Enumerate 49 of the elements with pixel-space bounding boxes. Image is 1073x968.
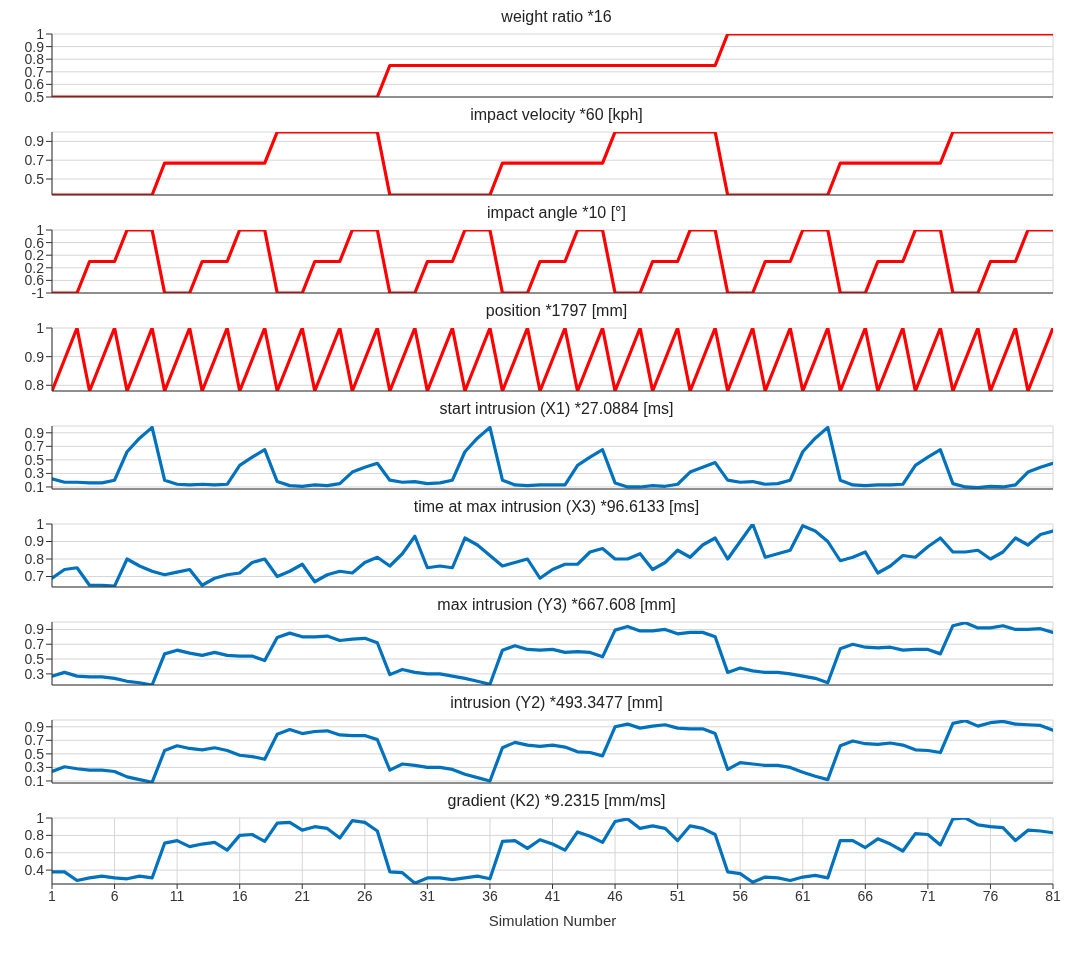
y-tick-label: 1 [36,809,45,826]
chart-title: position *1797 [mm] [484,302,629,320]
y-tick-label: 0.8 [24,550,45,567]
y-tick-label: 1 [36,319,45,336]
chart-title: max intrusion (Y3) *667.608 [mm] [436,596,677,614]
chart-title: gradient (K2) *9.2315 [mm/ms] [446,792,667,810]
y-tick-label: 0.5 [24,170,45,187]
y-tick-label: 0.9 [24,133,45,150]
x-tick-label: 71 [920,887,936,904]
line-series [52,524,1053,587]
y-tick-label: 0.7 [24,152,45,169]
x-tick-label: 26 [357,887,373,904]
x-tick-label: 76 [982,887,999,904]
x-tick-label: 31 [419,887,436,904]
y-tick-label: 0.4 [24,862,45,879]
chart-title: time at max intrusion (X3) *96.6133 [ms] [412,498,701,516]
x-tick-label: 1 [48,887,57,904]
y-tick-label: 1 [36,515,45,532]
x-tick-label: 61 [794,887,811,904]
y-tick-label: 0.9 [24,621,45,638]
chart-title: intrusion (Y2) *493.3477 [mm] [449,694,664,712]
y-tick-label: 0.7 [24,568,45,585]
x-tick-label: 51 [669,887,686,904]
x-tick-label: 41 [544,887,561,904]
x-tick-label: 56 [732,887,749,904]
y-tick-label: 0.8 [24,827,45,844]
x-tick-label: 66 [857,887,874,904]
chart-title: weight ratio *16 [500,8,613,26]
x-axis-title: Simulation Number [488,912,617,929]
y-tick-label: 0.6 [24,844,45,861]
y-tick-label: 0.5 [24,651,45,668]
x-tick-label: 36 [482,887,498,904]
chart-title: impact angle *10 [°] [486,204,627,222]
y-tick-label: 0.9 [24,718,45,735]
x-tick-label: 16 [231,887,248,904]
y-tick-label: 0.9 [24,348,45,365]
y-tick-label: 0.9 [24,424,45,441]
x-tick-label: 46 [607,887,624,904]
x-tick-label: 21 [294,887,311,904]
chart-title: start intrusion (X1) *27.0884 [ms] [438,400,675,418]
y-tick-label: 0.7 [24,636,45,653]
y-tick-label: 0.8 [24,377,45,394]
line-series [52,622,1053,685]
y-tick-label: 0.3 [24,665,45,682]
x-tick-label: 11 [169,887,185,904]
x-tick-label: 81 [1045,887,1061,904]
chart-title: impact velocity *60 [kph] [469,106,644,124]
x-tick-label: 6 [110,887,119,904]
y-tick-label: 0.9 [24,533,45,550]
